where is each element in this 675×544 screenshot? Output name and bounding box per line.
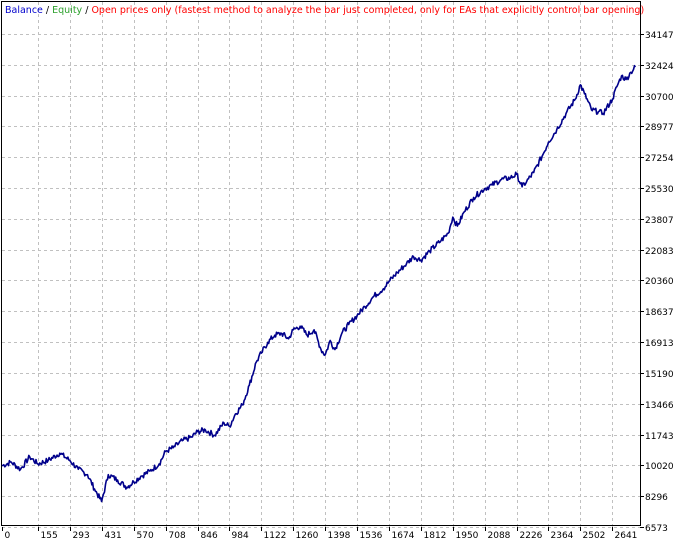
y-tick-label: 6573 <box>645 524 668 534</box>
y-tick-label: 28977 <box>645 123 674 133</box>
x-tick-label: 1398 <box>328 531 351 541</box>
x-tick-label: 846 <box>201 531 218 541</box>
y-tick-label: 8296 <box>645 493 668 503</box>
x-tick-label: 708 <box>169 531 186 541</box>
y-tick-label: 32424 <box>645 62 674 72</box>
x-tick-label: 0 <box>5 531 11 541</box>
y-tick-label: 25530 <box>645 185 674 195</box>
y-tick-label: 13466 <box>645 401 674 411</box>
y-tick-label: 16913 <box>645 339 674 349</box>
x-tick-label: 1812 <box>424 531 447 541</box>
legend-test-mode: Open prices only (fastest method to anal… <box>91 5 644 16</box>
x-tick-label: 293 <box>73 531 90 541</box>
legend-equity: Equity <box>52 5 82 16</box>
x-tick-label: 1536 <box>360 531 383 541</box>
y-tick-label: 15190 <box>645 370 674 380</box>
x-tick-label: 2364 <box>551 531 574 541</box>
x-tick-label: 1674 <box>392 531 415 541</box>
y-tick-label: 22083 <box>645 247 674 257</box>
x-tick-label: 2502 <box>583 531 606 541</box>
legend-balance: Balance <box>5 5 43 16</box>
y-tick-label: 11743 <box>645 432 674 442</box>
x-tick-label: 570 <box>137 531 154 541</box>
x-tick-label: 984 <box>232 531 249 541</box>
plot-frame <box>1 1 641 526</box>
y-tick-label: 30700 <box>645 93 674 103</box>
y-tick-label: 23807 <box>645 216 674 226</box>
legend: Balance / Equity / Open prices only (fas… <box>5 5 644 16</box>
y-tick-label: 34147 <box>645 31 674 41</box>
x-tick-label: 2641 <box>615 531 638 541</box>
x-tick-label: 1260 <box>296 531 319 541</box>
balance-line <box>1 64 637 503</box>
y-tick-label: 20360 <box>645 277 674 287</box>
legend-separator: / <box>82 5 91 16</box>
x-tick-label: 155 <box>41 531 58 541</box>
x-tick-label: 431 <box>105 531 122 541</box>
y-tick-label: 18637 <box>645 308 674 318</box>
y-tick-label: 10020 <box>645 462 674 472</box>
series-lines <box>1 64 637 503</box>
legend-separator: / <box>43 5 52 16</box>
x-tick-label: 2226 <box>520 531 543 541</box>
x-tick-label: 2088 <box>488 531 511 541</box>
y-tick-label: 27254 <box>645 154 674 164</box>
x-tick-label: 1122 <box>264 531 287 541</box>
x-axis-ticks: 0 155 293 431 570 708 846 984 1122 1260 1398 1536 16… <box>2 527 638 541</box>
x-tick-label: 1950 <box>456 531 479 541</box>
grid-lines <box>2 2 640 528</box>
y-axis-ticks: 34147 32424 30700 28977 27254 25530 23807 22083… <box>640 31 674 534</box>
